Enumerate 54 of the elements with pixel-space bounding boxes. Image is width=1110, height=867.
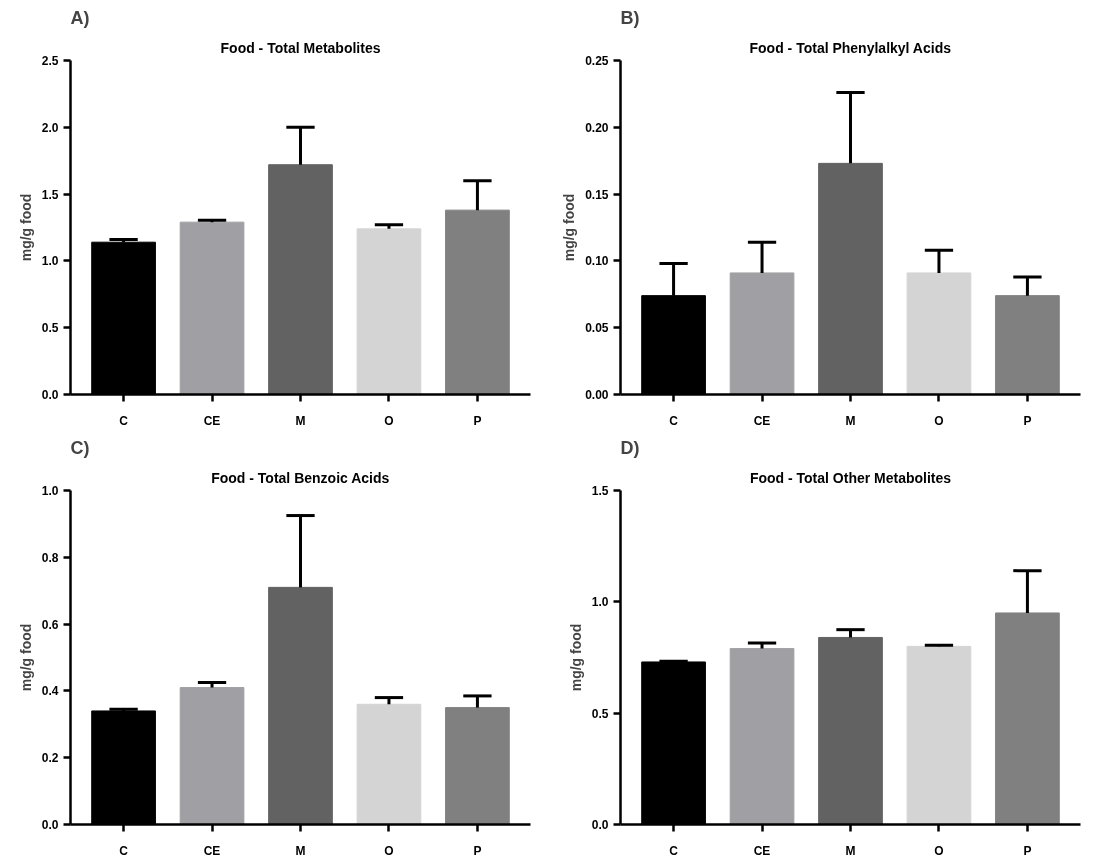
y-tick-label: 2.5 <box>41 54 59 68</box>
x-tick-label: O <box>934 413 944 428</box>
x-tick-label: O <box>934 843 944 858</box>
y-axis-title: mg/g food <box>561 193 578 262</box>
y-tick-label: 0.20 <box>585 120 609 135</box>
y-tick-label: 0.10 <box>585 254 609 269</box>
y-tick-label: 0.25 <box>585 54 609 68</box>
y-tick-label: 0.6 <box>41 617 59 632</box>
x-tick-label: P <box>1023 413 1032 428</box>
x-tick-label: C <box>119 843 129 858</box>
y-axis-title: mg/g food <box>567 623 584 692</box>
y-tick-label: 1.5 <box>41 187 59 202</box>
text: C) <box>70 437 90 458</box>
text: D) <box>620 437 640 458</box>
chart-title: Food - Total Phenylalkyl Acids <box>749 39 952 56</box>
y-tick-label: 0.15 <box>585 187 609 202</box>
y-tick-label: 0.4 <box>41 684 59 699</box>
x-tick-label: M <box>295 843 306 858</box>
x-tick-label: C <box>669 843 679 858</box>
y-tick-label: 0.8 <box>41 550 59 565</box>
x-tick-label: CE <box>753 843 771 858</box>
y-tick-label: 0.2 <box>41 751 59 766</box>
y-axis-title: mg/g food <box>17 623 34 692</box>
x-tick-label: CE <box>753 413 771 428</box>
x-tick-label: M <box>845 843 856 858</box>
x-tick-label: C <box>669 413 679 428</box>
x-tick-label: O <box>384 843 394 858</box>
x-tick-label: P <box>473 413 482 428</box>
y-tick-label: 1.0 <box>591 595 609 610</box>
text: A) <box>70 7 90 28</box>
chart-title: Food - Total Metabolites <box>220 39 381 56</box>
y-tick-label: 1.0 <box>41 484 59 498</box>
y-tick-label: 0.5 <box>591 706 609 721</box>
y-tick-label: 0.0 <box>41 818 59 832</box>
x-tick-label: M <box>845 413 856 428</box>
y-tick-label: 1.5 <box>591 484 609 498</box>
y-axis-title: mg/g food <box>17 193 34 262</box>
x-tick-label: O <box>384 413 394 428</box>
y-tick-label: 0.05 <box>585 321 609 336</box>
y-tick-label: 0.0 <box>591 818 609 832</box>
x-tick-label: P <box>473 843 482 858</box>
chart-title: Food - Total Benzoic Acids <box>211 469 390 486</box>
y-tick-label: 2.0 <box>41 120 59 135</box>
chart-title: Food - Total Other Metabolites <box>749 469 952 486</box>
y-tick-label: 0.5 <box>41 321 59 336</box>
text: B) <box>620 7 640 28</box>
y-tick-label: 1.0 <box>41 254 59 269</box>
x-tick-label: C <box>119 413 129 428</box>
y-tick-label: 0.0 <box>41 388 59 402</box>
x-tick-label: CE <box>203 843 221 858</box>
x-tick-label: CE <box>203 413 221 428</box>
x-tick-label: P <box>1023 843 1032 858</box>
x-tick-label: M <box>295 413 306 428</box>
y-tick-label: 0.00 <box>585 388 609 402</box>
